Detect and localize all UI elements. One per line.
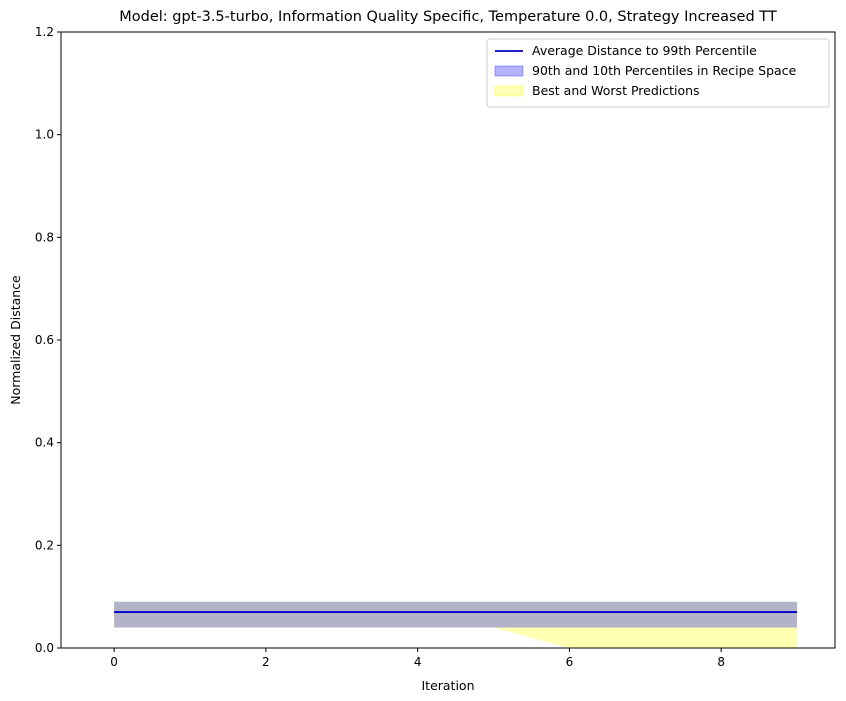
legend-swatch-band: [494, 65, 524, 77]
plot-area: [114, 601, 798, 648]
x-tick-label: 0: [110, 655, 118, 669]
x-tick-label: 6: [566, 655, 574, 669]
y-tick-label: 0.6: [35, 333, 54, 347]
y-tick-label: 1.0: [35, 128, 54, 142]
x-tick-label: 2: [262, 655, 270, 669]
plot-frame: [60, 31, 836, 649]
axes: 0 2 4 6 8 0.0 0.2 0.4 0.6 0.8 1.0 1.2: [35, 25, 836, 669]
y-tick-label: 1.2: [35, 25, 54, 39]
y-tick-label: 0.8: [35, 230, 54, 244]
y-tick-label: 0.2: [35, 538, 54, 552]
band-best-and-worst-predictions: [114, 601, 798, 648]
y-tick-label: 0.0: [35, 641, 54, 655]
legend-entry-label: 90th and 10th Percentiles in Recipe Spac…: [532, 63, 797, 78]
x-tick-label: 4: [414, 655, 422, 669]
x-axis-label: Iteration: [421, 678, 474, 693]
x-tick-label: 8: [717, 655, 725, 669]
chart-title: Model: gpt-3.5-turbo, Information Qualit…: [119, 9, 777, 25]
legend-box: [486, 38, 830, 108]
legend: Average Distance to 99th Percentile 90th …: [486, 38, 830, 108]
legend-entry-label: Average Distance to 99th Percentile: [532, 43, 757, 58]
legend-swatch-band: [494, 85, 524, 97]
y-axis-label: Normalized Distance: [8, 275, 23, 405]
legend-entry-label: Best and Worst Predictions: [532, 83, 700, 98]
band-90th-and-10th-percentiles-in-recipe-space: [114, 601, 798, 628]
y-tick-label: 0.4: [35, 436, 54, 450]
